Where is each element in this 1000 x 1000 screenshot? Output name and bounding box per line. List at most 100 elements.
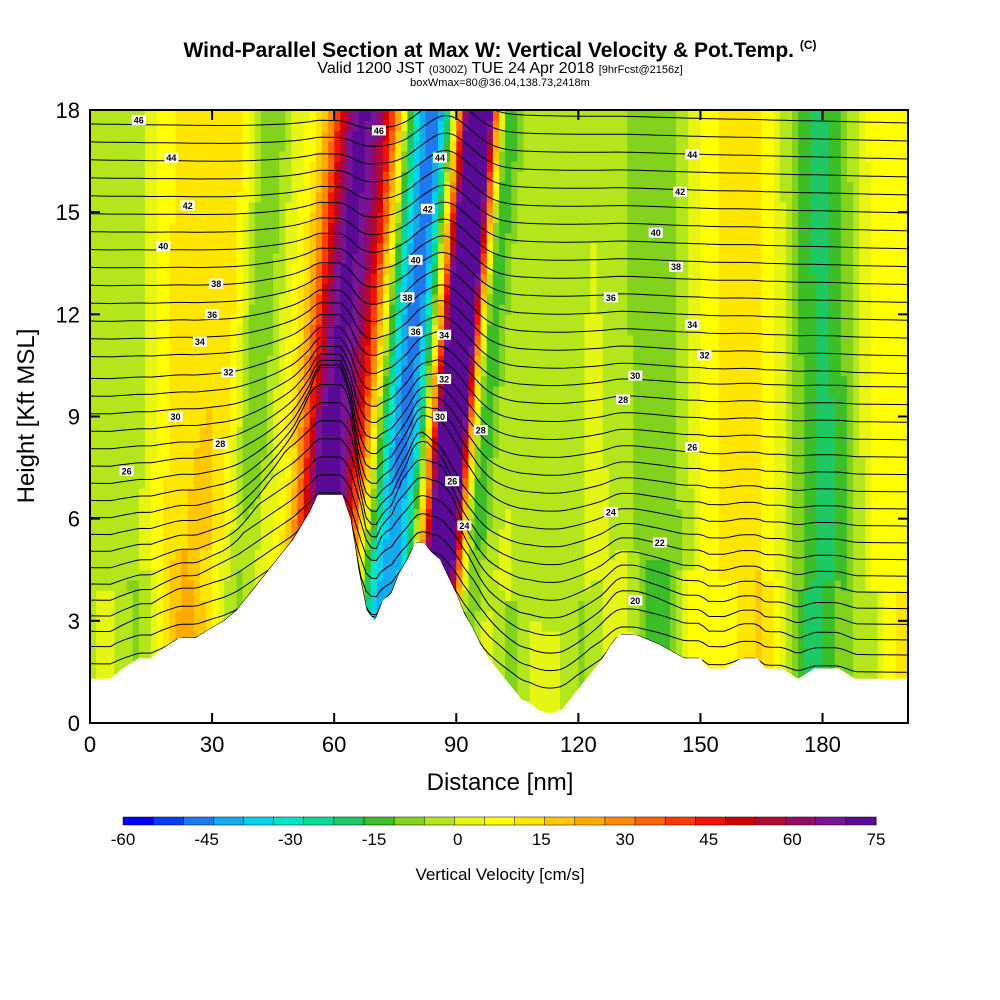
field-cell [798, 559, 805, 571]
field-cell [529, 467, 537, 479]
field-cell [376, 477, 384, 489]
field-cell [511, 549, 518, 561]
field-cell [816, 631, 824, 642]
field-cell [425, 365, 433, 377]
field-cell [718, 651, 726, 663]
field-cell [792, 426, 799, 438]
field-cell [364, 579, 372, 591]
field-cell [596, 467, 604, 479]
field-cell [889, 569, 897, 581]
field-cell [578, 631, 586, 642]
field-cell [706, 559, 714, 571]
field-cell [724, 385, 732, 397]
field-cell [737, 467, 744, 479]
field-cell [566, 559, 573, 571]
field-cell [810, 488, 818, 499]
field-cell [700, 600, 708, 612]
field-cell [694, 406, 702, 418]
field-cell [108, 488, 116, 499]
field-cell [718, 539, 726, 550]
field-cell [486, 457, 494, 469]
field-cell [218, 457, 225, 469]
field-cell [871, 600, 879, 612]
field-cell [694, 498, 702, 510]
field-cell [798, 416, 805, 428]
field-cell [755, 488, 763, 499]
field-cell [639, 488, 647, 499]
field-cell [187, 549, 195, 561]
field-cell [688, 375, 695, 387]
field-cell [486, 344, 494, 356]
field-cell [724, 620, 732, 632]
field-cell [602, 610, 610, 622]
field-cell [492, 344, 500, 356]
field-cell [370, 528, 378, 540]
field-cell [755, 426, 763, 438]
field-cell [419, 518, 427, 530]
field-cell [352, 528, 360, 540]
field-cell [334, 416, 341, 428]
field-cell [663, 355, 671, 367]
field-cell [193, 385, 201, 397]
field-cell [657, 467, 665, 479]
field-cell [883, 549, 891, 561]
field-cell [456, 559, 463, 571]
field-cell [895, 375, 903, 387]
field-cell [547, 692, 555, 704]
field-cell [822, 498, 830, 510]
field-cell [242, 436, 250, 448]
field-cell [236, 477, 244, 489]
field-cell [297, 498, 305, 510]
field-cell [877, 641, 885, 653]
field-cell [688, 426, 695, 438]
field-cell [547, 661, 555, 673]
field-cell [480, 488, 488, 499]
field-cell [260, 477, 268, 489]
field-cell [657, 406, 665, 418]
field-cell [376, 590, 384, 601]
field-cell [376, 518, 384, 530]
field-cell [700, 508, 708, 520]
field-cell [383, 488, 390, 499]
field-cell [828, 467, 836, 479]
field-cell [755, 641, 763, 653]
field-cell [273, 436, 280, 448]
field-cell [297, 488, 305, 499]
field-cell [169, 579, 177, 591]
field-cell [334, 365, 341, 377]
field-cell [486, 396, 494, 407]
field-cell [669, 416, 677, 428]
field-cell [535, 682, 543, 693]
field-cell [450, 549, 457, 561]
field-cell [474, 375, 482, 387]
field-cell [303, 396, 311, 407]
field-cell [798, 488, 805, 499]
field-cell [517, 518, 525, 530]
field-cell [321, 467, 329, 479]
field-cell [328, 488, 335, 499]
field-cell [401, 416, 409, 428]
field-cell [859, 457, 866, 469]
field-cell [431, 375, 439, 387]
field-cell [96, 457, 103, 469]
field-cell [480, 344, 488, 356]
field-cell [90, 579, 97, 591]
field-cell [389, 528, 396, 540]
field-cell [407, 344, 415, 356]
field-cell [212, 426, 219, 438]
field-cell [712, 406, 720, 418]
field-cell [462, 477, 470, 489]
field-cell [761, 457, 769, 469]
field-cell [718, 457, 726, 469]
field-cell [492, 396, 500, 407]
field-cell [834, 569, 842, 581]
field-cell [859, 436, 866, 448]
field-cell [346, 416, 354, 428]
field-cell [279, 467, 286, 479]
field-cell [340, 447, 347, 458]
field-cell [108, 590, 116, 601]
field-cell [767, 375, 775, 387]
field-cell [431, 467, 439, 479]
field-cell [639, 477, 647, 489]
field-cell [602, 549, 610, 561]
